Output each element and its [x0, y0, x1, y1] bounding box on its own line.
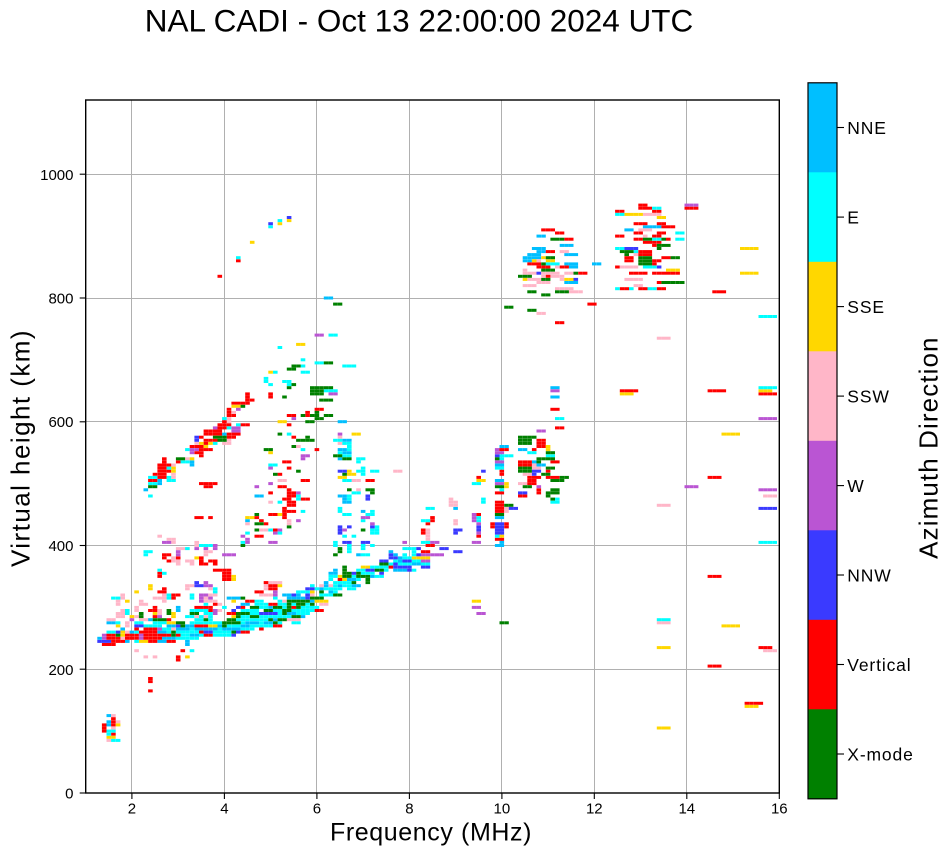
svg-text:4: 4: [220, 801, 228, 818]
svg-text:NAL CADI - Oct 13 22:00:00 202: NAL CADI - Oct 13 22:00:00 2024 UTC: [145, 3, 694, 39]
svg-text:Virtual height (km): Virtual height (km): [6, 329, 36, 567]
svg-text:800: 800: [48, 291, 73, 308]
svg-text:SSW: SSW: [847, 387, 889, 407]
svg-text:8: 8: [405, 801, 413, 818]
svg-text:SSE: SSE: [847, 297, 885, 317]
svg-text:1000: 1000: [40, 167, 73, 184]
svg-text:NNW: NNW: [847, 566, 891, 586]
svg-text:X-mode: X-mode: [847, 745, 913, 765]
svg-text:0: 0: [65, 786, 73, 803]
svg-text:14: 14: [678, 801, 695, 818]
svg-text:2: 2: [128, 801, 136, 818]
svg-text:600: 600: [48, 414, 73, 431]
svg-text:NNE: NNE: [847, 118, 887, 138]
svg-text:200: 200: [48, 662, 73, 679]
svg-text:Vertical: Vertical: [847, 655, 911, 675]
svg-text:16: 16: [771, 801, 788, 818]
svg-text:W: W: [847, 476, 864, 496]
svg-text:10: 10: [494, 801, 511, 818]
svg-text:6: 6: [313, 801, 321, 818]
svg-text:12: 12: [586, 801, 603, 818]
svg-text:Frequency (MHz): Frequency (MHz): [330, 819, 532, 847]
svg-text:400: 400: [48, 538, 73, 555]
svg-text:E: E: [847, 208, 860, 228]
svg-text:Azimuth Direction: Azimuth Direction: [914, 336, 944, 558]
